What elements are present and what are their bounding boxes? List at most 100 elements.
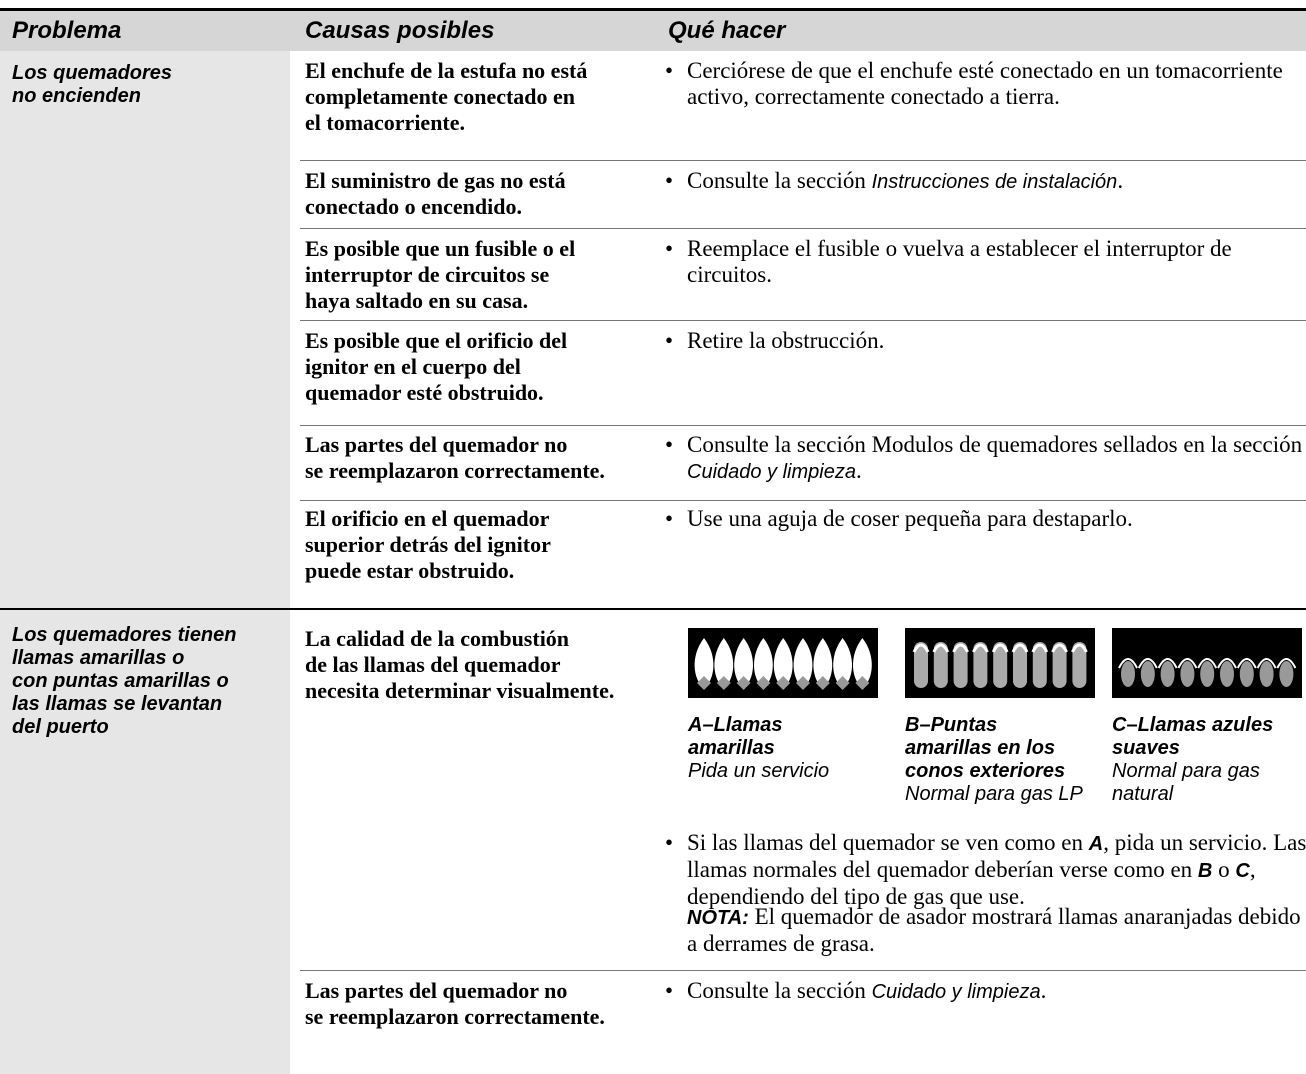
bullet: • <box>665 58 674 83</box>
flame-label: C–Llamas azules suaves <box>1112 714 1273 760</box>
flame-label-line: conos exteriores <box>905 760 1066 782</box>
problem-line: las llamas se levantan <box>12 693 223 715</box>
text-segment: . <box>1117 168 1124 193</box>
flame-caption: A–Llamas amarillas Pida un servicio <box>688 714 829 783</box>
cause-text: El orificio en el quemador superior detrá… <box>305 506 675 584</box>
text-segment: , pida un servicio. Las llamas normales … <box>687 830 1306 882</box>
cause-text: Es posible que un fusible o el interrupto… <box>305 236 675 314</box>
problem-line: del puerto <box>12 716 109 738</box>
flame-note-line: natural <box>1112 783 1174 805</box>
flame-image <box>905 628 1095 698</box>
bullet: • <box>665 830 674 855</box>
flame-label-line: suaves <box>1112 737 1180 759</box>
cause-text: La calidad de la combustión de las llamas… <box>305 626 675 704</box>
flame-image <box>1112 628 1302 698</box>
text-segment: Cuidado y limpieza <box>687 461 856 483</box>
bullet: • <box>665 168 674 193</box>
note-text: NOTA: El quemador de asador mostrará lla… <box>665 904 1306 957</box>
cause-text: El suministro de gas no está conectado o … <box>305 168 675 220</box>
fix-text: • Si las llamas del quemador se ven como … <box>665 830 1306 910</box>
flame-note-line: Normal para gas LP <box>905 783 1083 805</box>
text-segment: A <box>1088 833 1104 855</box>
problem-line: llamas amarillas o <box>12 647 185 669</box>
cause-line: de las llamas del quemador <box>305 652 561 677</box>
row-separator <box>300 500 1306 501</box>
flame-label-line: A–Llamas <box>688 714 783 736</box>
cause-text: Es posible que el orificio del ignitor en… <box>305 328 675 406</box>
text-segment: Use una aguja de coser pequeña para dest… <box>687 506 1133 531</box>
flame-caption: B–Puntas amarillas en los conos exteriores… <box>905 714 1083 806</box>
problem-line: Los quemadores <box>12 62 173 84</box>
flame-note: Normal para gas LP <box>905 783 1083 806</box>
text-segment: NOTA: <box>687 907 749 929</box>
problem-line: no encienden <box>12 85 141 107</box>
flame-label: A–Llamas amarillas <box>688 714 829 760</box>
flame-image <box>688 628 878 698</box>
flame-label-line: amarillas <box>688 737 775 759</box>
bullet: • <box>665 432 674 457</box>
text-segment: Instrucciones de instalación <box>871 171 1118 193</box>
text-segment: El quemador de asador mostrará llamas an… <box>687 904 1301 956</box>
cause-text: El enchufe de la estufa no está completam… <box>305 58 675 136</box>
text-segment: C <box>1235 860 1250 882</box>
problem-line: con puntas amarillas o <box>12 670 229 692</box>
flame-note: Pida un servicio <box>688 760 829 783</box>
text-segment: Cerciórese de que el enchufe esté conect… <box>687 58 1283 109</box>
text-segment: o <box>1212 857 1236 882</box>
top-rule <box>0 8 1306 11</box>
bullet: • <box>665 236 674 261</box>
problem-text: Los quemadores no encienden <box>12 62 172 108</box>
header-causes: Causas posibles <box>305 17 495 44</box>
fix-text: • Use una aguja de coser pequeña para des… <box>665 506 1306 532</box>
cause-line: El enchufe de la estufa no está <box>305 58 588 83</box>
bullet: • <box>665 328 674 353</box>
text-segment: Si las llamas del quemador se ven como e… <box>687 830 1089 855</box>
text-segment: Reemplace el fusible o vuelva a establec… <box>687 236 1232 287</box>
fix-text: • Cerciórese de que el enchufe esté conec… <box>665 58 1306 110</box>
cause-line: interruptor de circuitos se <box>305 262 550 287</box>
cause-line: El suministro de gas no está <box>305 168 566 193</box>
row-separator <box>300 228 1306 229</box>
fix-text: • Retire la obstrucción. <box>665 328 1306 354</box>
cause-text: Las partes del quemador no se reemplazaro… <box>305 432 675 484</box>
cause-line: Es posible que el orificio del <box>305 328 568 353</box>
cause-line: puede estar obstruido. <box>305 558 515 583</box>
flame-label-line: amarillas en los <box>905 737 1056 759</box>
fix-text: • Consulte la sección Cuidado y limpieza. <box>665 978 1306 1005</box>
cause-line: La calidad de la combustión <box>305 626 570 651</box>
flame-label-line: B–Puntas <box>905 714 998 736</box>
bullet: • <box>665 506 674 531</box>
cause-line: ignitor en el cuerpo del <box>305 354 521 379</box>
flame-note: Normal para gas natural <box>1112 760 1273 806</box>
text-segment: , dependiendo del tipo de gas que use. <box>687 857 1256 909</box>
cause-line: se reemplazaron correctamente. <box>305 458 605 483</box>
row-separator <box>300 160 1306 161</box>
header-action: Qué hacer <box>668 17 786 44</box>
cause-line: necesita determinar visualmente. <box>305 678 615 703</box>
section-rule <box>0 608 1306 610</box>
flame-note-line: Pida un servicio <box>688 760 830 782</box>
text-segment: Retire la obstrucción. <box>687 328 885 353</box>
fix-text: • Reemplace el fusible o vuelva a estable… <box>665 236 1306 288</box>
cause-line: Las partes del quemador no <box>305 978 568 1003</box>
flame-note-line: Normal para gas <box>1112 760 1260 782</box>
cause-line: quemador esté obstruido. <box>305 380 544 405</box>
flame-label: B–Puntas amarillas en los conos exteriores <box>905 714 1083 783</box>
cause-line: El orificio en el quemador <box>305 506 550 531</box>
text-segment: Consulte la sección Modulos de quemadore… <box>687 432 1303 457</box>
text-segment: B <box>1197 860 1213 882</box>
cause-line: Las partes del quemador no <box>305 432 568 457</box>
cause-line: conectado o encendido. <box>305 194 522 219</box>
cause-line: superior detrás del ignitor <box>305 532 551 557</box>
text-segment: Consulte la sección <box>687 168 872 193</box>
bullet: • <box>665 978 674 1003</box>
row-separator <box>300 970 1306 971</box>
cause-line: se reemplazaron correctamente. <box>305 1004 605 1029</box>
fix-text: • Consulte la sección Instrucciones de in… <box>665 168 1306 195</box>
cause-line: haya saltado en su casa. <box>305 288 529 313</box>
cause-line: el tomacorriente. <box>305 110 466 135</box>
text-segment: . <box>855 458 862 483</box>
header-problem: Problema <box>12 17 122 44</box>
